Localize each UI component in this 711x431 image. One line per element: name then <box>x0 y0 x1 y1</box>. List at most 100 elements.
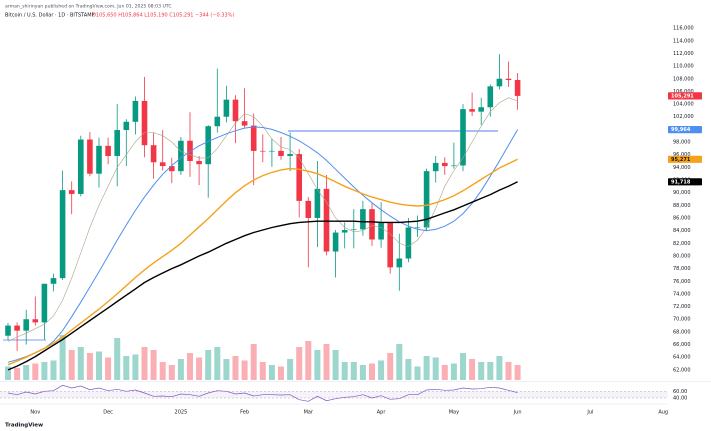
volume-bar <box>359 365 366 380</box>
volume-bar <box>68 350 75 380</box>
volume-bar <box>232 356 239 380</box>
volume-bar <box>159 362 166 380</box>
candle-body <box>514 80 521 96</box>
volume-bar <box>132 354 139 380</box>
y-tick-label: 102,000 <box>673 114 694 120</box>
volume-bar <box>278 366 284 380</box>
volume-bar <box>41 362 48 380</box>
candle-body <box>68 190 75 194</box>
rsi-tick-label: 60.00 <box>673 389 687 395</box>
candle-body <box>505 78 512 81</box>
volume-bar <box>487 362 494 380</box>
candle-body <box>214 116 221 127</box>
volume-bar <box>86 353 93 380</box>
volume-bar <box>305 341 312 380</box>
volume-bar <box>96 351 102 380</box>
candle-body <box>442 162 448 167</box>
volume-bar <box>223 359 230 380</box>
price-label-box <box>668 126 702 134</box>
volume-bar <box>450 363 457 380</box>
candle-body <box>378 223 384 240</box>
candle-body <box>150 145 157 163</box>
x-tick-label: 2025 <box>175 410 188 416</box>
y-tick-label: 98,000 <box>673 140 691 146</box>
candle-body <box>396 258 403 268</box>
volume-bar <box>423 356 430 380</box>
x-tick-label: Jul <box>586 410 593 416</box>
candle-body <box>123 121 130 131</box>
candle-body <box>478 107 484 112</box>
candle-body <box>296 154 302 201</box>
rsi-tick-label: 40.00 <box>673 396 687 402</box>
candle-body <box>341 230 348 233</box>
price-label: 99,964 <box>671 127 691 133</box>
candle-body <box>351 229 357 231</box>
volume-bar <box>150 350 157 380</box>
candle-body <box>496 78 503 87</box>
y-tick-label: 70,000 <box>673 317 691 323</box>
candle-body <box>14 325 20 331</box>
candle-body <box>432 162 439 172</box>
volume-bar <box>241 360 248 380</box>
candle-body <box>460 109 466 166</box>
volume-bar <box>378 360 385 380</box>
candle-body <box>414 227 421 229</box>
volume-bar <box>469 359 476 380</box>
price-label-box <box>668 92 702 100</box>
x-tick-label: Feb <box>240 410 249 416</box>
y-tick-label: 64,000 <box>673 355 691 361</box>
volume-bar <box>123 356 130 380</box>
y-tick-label: 114,000 <box>673 38 694 44</box>
candle-body <box>305 200 312 218</box>
candle-body <box>405 227 412 259</box>
volume-bar <box>77 347 84 380</box>
publisher: arman_shirinyan published on TradingView… <box>5 4 172 10</box>
price-label-box <box>668 155 702 163</box>
brand-logo: TradingView <box>5 423 43 429</box>
volume-bar <box>478 362 485 380</box>
candle-body <box>260 150 266 152</box>
candle-body <box>169 166 175 172</box>
y-tick-label: 76,000 <box>673 279 691 285</box>
y-tick-label: 112,000 <box>673 51 694 57</box>
volume-bar <box>296 347 303 380</box>
y-tick-label: 108,000 <box>673 76 694 82</box>
x-tick-label: Dec <box>103 410 113 416</box>
y-tick-label: 106,000 <box>673 89 694 95</box>
candle-body <box>205 126 211 165</box>
candle-body <box>369 209 375 240</box>
candle-body <box>23 319 29 331</box>
y-tick-label: 84,000 <box>673 228 691 234</box>
candle-body <box>78 139 84 194</box>
candle-body <box>114 130 120 156</box>
candle-body <box>178 140 184 172</box>
volume-bar <box>14 368 21 380</box>
y-tick-label: 94,000 <box>673 165 691 171</box>
moving-average-line <box>7 97 518 342</box>
y-tick-label: 110,000 <box>673 64 694 70</box>
candle-body <box>223 99 230 117</box>
price-label: 91,718 <box>671 179 691 185</box>
y-tick-label: 82,000 <box>673 241 691 247</box>
x-tick-label: May <box>449 410 459 416</box>
volume-bar <box>196 357 203 380</box>
volume-bar <box>168 365 175 380</box>
price-label-box <box>668 178 702 186</box>
volume-bar <box>432 357 439 380</box>
y-tick-label: 68,000 <box>673 329 691 335</box>
price-label: 95,271 <box>671 157 691 163</box>
ohlc: O105,650 H105,864 L105,190 C105,291 −344… <box>92 13 234 19</box>
candle-body <box>487 86 494 108</box>
price-label: 105,291 <box>671 93 694 99</box>
volume-bar <box>5 366 11 380</box>
candle-body <box>269 150 275 152</box>
candle-body <box>387 223 393 268</box>
candle-body <box>132 100 139 122</box>
candle-body <box>360 209 366 230</box>
volume-bar <box>405 359 412 380</box>
y-tick-label: 86,000 <box>673 215 691 221</box>
volume-bar <box>187 353 193 380</box>
